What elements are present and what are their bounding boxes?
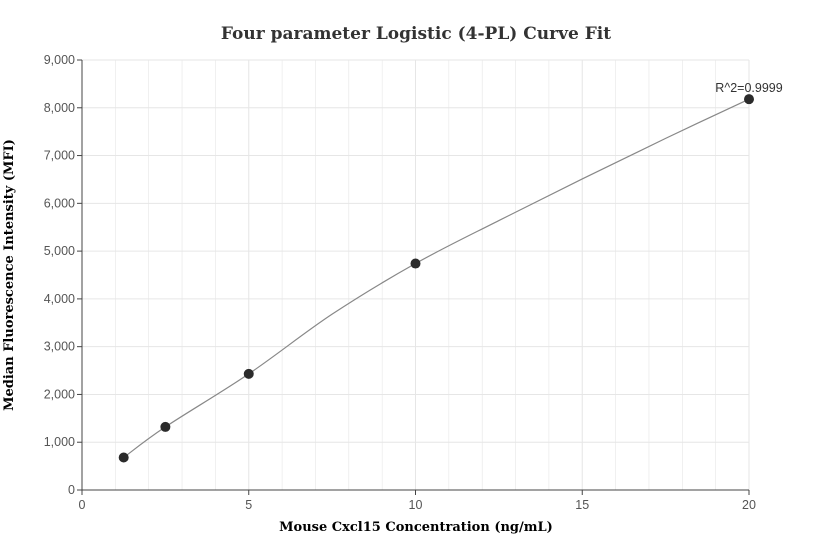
data-point (243, 368, 254, 379)
y-tick-label: 4,000 (44, 292, 75, 306)
chart-title: Four parameter Logistic (4-PL) Curve Fit (221, 24, 611, 44)
grid (81, 59, 750, 491)
y-tick-label: 0 (68, 483, 75, 497)
fit-curve-layer (123, 98, 750, 458)
r-squared-annotation: R^2=0.9999 (715, 81, 782, 95)
fit-curve (123, 98, 750, 458)
y-tick-label: 5,000 (44, 244, 75, 258)
data-point (744, 94, 754, 105)
x-tick-label: 15 (575, 498, 589, 512)
x-axis-label: Mouse Cxcl15 Concentration (ng/mL) (279, 520, 553, 535)
x-tick-label: 10 (409, 498, 423, 512)
y-tick-label: 9,000 (44, 53, 75, 67)
y-axis-label: Median Fluorescence Intensity (MFI) (2, 139, 17, 411)
y-tick-label: 1,000 (44, 435, 75, 449)
data-point (410, 258, 421, 269)
x-tick-label: 20 (742, 498, 756, 512)
axes: 0 1,000 2,000 3,000 4,000 5,000 6,000 7,000 8,00… (44, 53, 756, 512)
y-tick-label: 3,000 (44, 340, 75, 354)
y-tick-label: 6,000 (44, 196, 75, 210)
x-tick-label: 0 (79, 498, 86, 512)
data-point (118, 452, 129, 463)
data-point (160, 421, 171, 432)
data-points (118, 94, 754, 463)
y-tick-label: 8,000 (44, 101, 75, 115)
y-tick-label: 2,000 (44, 387, 75, 401)
y-tick-label: 7,000 (44, 149, 75, 163)
x-tick-label: 5 (245, 498, 252, 512)
